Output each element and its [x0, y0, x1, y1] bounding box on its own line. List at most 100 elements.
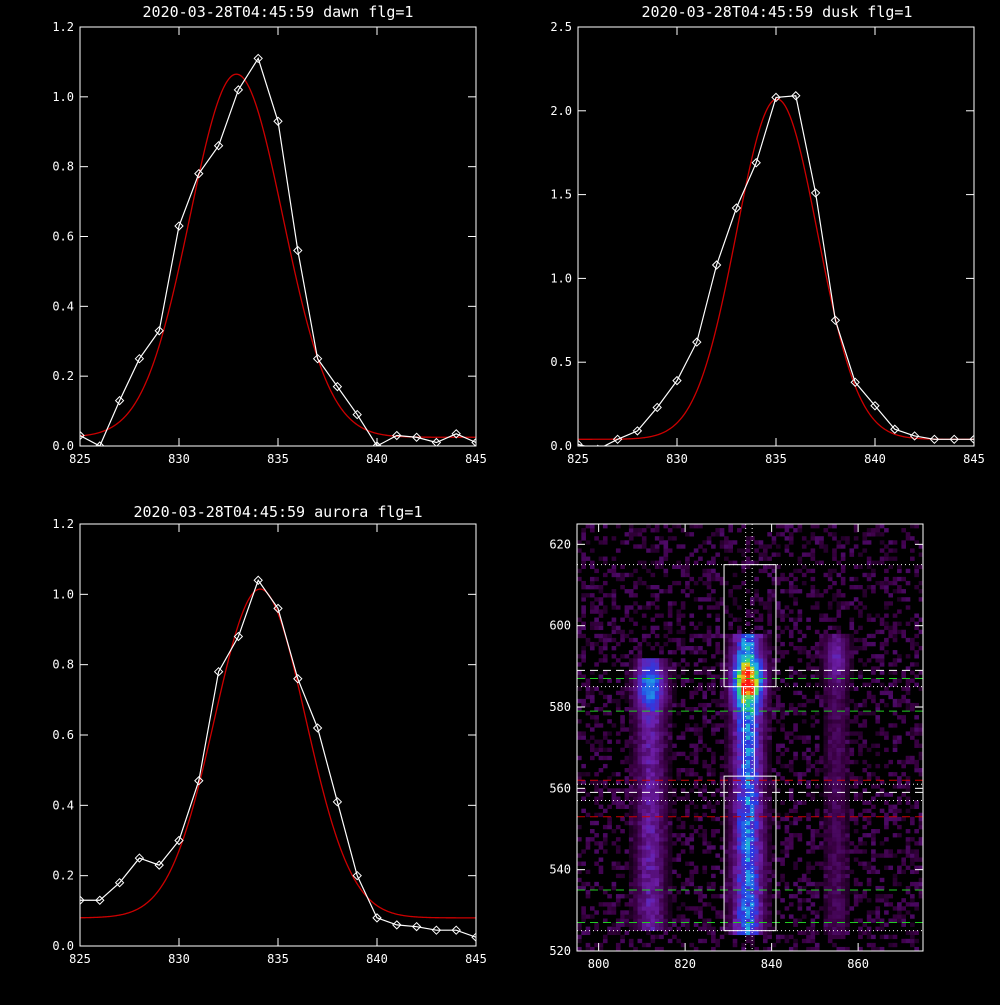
heatmap-cell [836, 772, 842, 777]
heatmap-cell [788, 670, 794, 675]
heatmap-cell [633, 833, 638, 838]
heatmap-cell [724, 894, 729, 899]
heatmap-cell [879, 934, 885, 940]
heatmap-cell [728, 747, 734, 753]
heatmap-cell [914, 633, 919, 639]
heatmap-cell [577, 719, 582, 724]
heatmap-cell [624, 768, 630, 773]
heatmap-cell [641, 544, 647, 549]
heatmap-cell [637, 829, 643, 834]
heatmap-cell [836, 922, 842, 927]
heatmap-cell [646, 881, 651, 887]
heatmap-cell [663, 824, 669, 830]
heatmap-cell [845, 873, 850, 879]
heatmap-cell [611, 800, 617, 805]
heatmap-cell [728, 593, 734, 598]
heatmap-cell [637, 605, 643, 610]
heatmap-cell [728, 694, 734, 700]
heatmap-cell [780, 841, 785, 846]
heatmap-cell [732, 906, 738, 911]
heatmap-cell [845, 849, 850, 854]
heatmap-cell [667, 938, 673, 944]
heatmap-cell [667, 837, 673, 842]
heatmap-cell [905, 845, 911, 850]
dawn-y-tick-label: 0.4 [52, 299, 74, 313]
heatmap-cell [693, 597, 699, 602]
heatmap-cell [728, 780, 734, 785]
heatmap-cell [849, 841, 855, 846]
heatmap-cell [745, 698, 751, 704]
heatmap-cell [676, 621, 682, 626]
heatmap-cell [663, 678, 669, 683]
heatmap-cell [732, 723, 738, 728]
heatmap-cell [827, 796, 833, 801]
heatmap-cell [663, 763, 669, 769]
heatmap-cell [646, 816, 651, 822]
heatmap-cell [637, 751, 643, 757]
heatmap-cell [589, 715, 595, 720]
heatmap-cell [758, 707, 764, 712]
heatmap-cell [823, 833, 829, 838]
heatmap-cell [654, 845, 660, 850]
heatmap-cell [750, 723, 755, 728]
heatmap-cell [628, 938, 634, 944]
heatmap-cell [737, 629, 742, 635]
heatmap-cell [879, 670, 885, 675]
heatmap-cell [810, 796, 816, 801]
heatmap-cell [745, 780, 751, 785]
heatmap-cell [784, 853, 790, 858]
heatmap-cell [814, 589, 820, 594]
heatmap-cell [897, 816, 902, 822]
heatmap-cell [611, 625, 617, 631]
heatmap-cell [650, 837, 656, 842]
heatmap-cell [897, 702, 902, 708]
heatmap-cell [680, 682, 686, 687]
heatmap-cell [689, 873, 695, 879]
heatmap-cell [875, 719, 881, 724]
heatmap-cell [866, 763, 872, 769]
heatmap-cell [853, 686, 859, 692]
heatmap-cell [667, 666, 673, 671]
heatmap-cell [663, 686, 669, 692]
heatmap-cell [693, 780, 699, 785]
heatmap-cell [637, 885, 643, 891]
heatmap-cell [827, 747, 833, 753]
heatmap-cell [602, 572, 608, 578]
heatmap-cell [594, 784, 599, 789]
heatmap-cell [823, 731, 829, 736]
heatmap-cell [814, 942, 820, 948]
heatmap-cell [702, 784, 708, 789]
heatmap-cell [711, 926, 716, 931]
heatmap-cell [836, 877, 842, 883]
heatmap-cell [741, 849, 746, 854]
heatmap-cell [685, 812, 690, 818]
heatmap-cell [702, 568, 708, 574]
heatmap-cell [845, 682, 850, 687]
heatmap-cell [871, 585, 876, 590]
heatmap-cell [615, 788, 621, 793]
dawn-data-point [352, 409, 362, 420]
heatmap-cell [871, 865, 876, 870]
heatmap-cell [832, 829, 837, 834]
heatmap-cell [754, 829, 759, 834]
heatmap-cell [771, 646, 777, 651]
heatmap-cell [650, 678, 656, 683]
heatmap-cell [615, 576, 621, 582]
heatmap-cell [659, 536, 664, 541]
heatmap-cell [728, 808, 734, 814]
heatmap-cell [836, 613, 842, 618]
heatmap-cell [585, 841, 591, 846]
heatmap-cell [832, 633, 837, 639]
heatmap-cell [845, 894, 850, 899]
heatmap-cell [849, 678, 855, 683]
heatmap-cell [711, 751, 716, 757]
heatmap-cell [754, 776, 759, 781]
heatmap-cell [754, 926, 759, 931]
heatmap-cell [754, 576, 759, 582]
heatmap-cell [667, 719, 673, 724]
heatmap-cell [724, 747, 729, 753]
heatmap-cell [823, 816, 829, 822]
heatmap-cell [624, 743, 630, 748]
heatmap-cell [641, 792, 647, 797]
heatmap-cell [866, 881, 872, 887]
